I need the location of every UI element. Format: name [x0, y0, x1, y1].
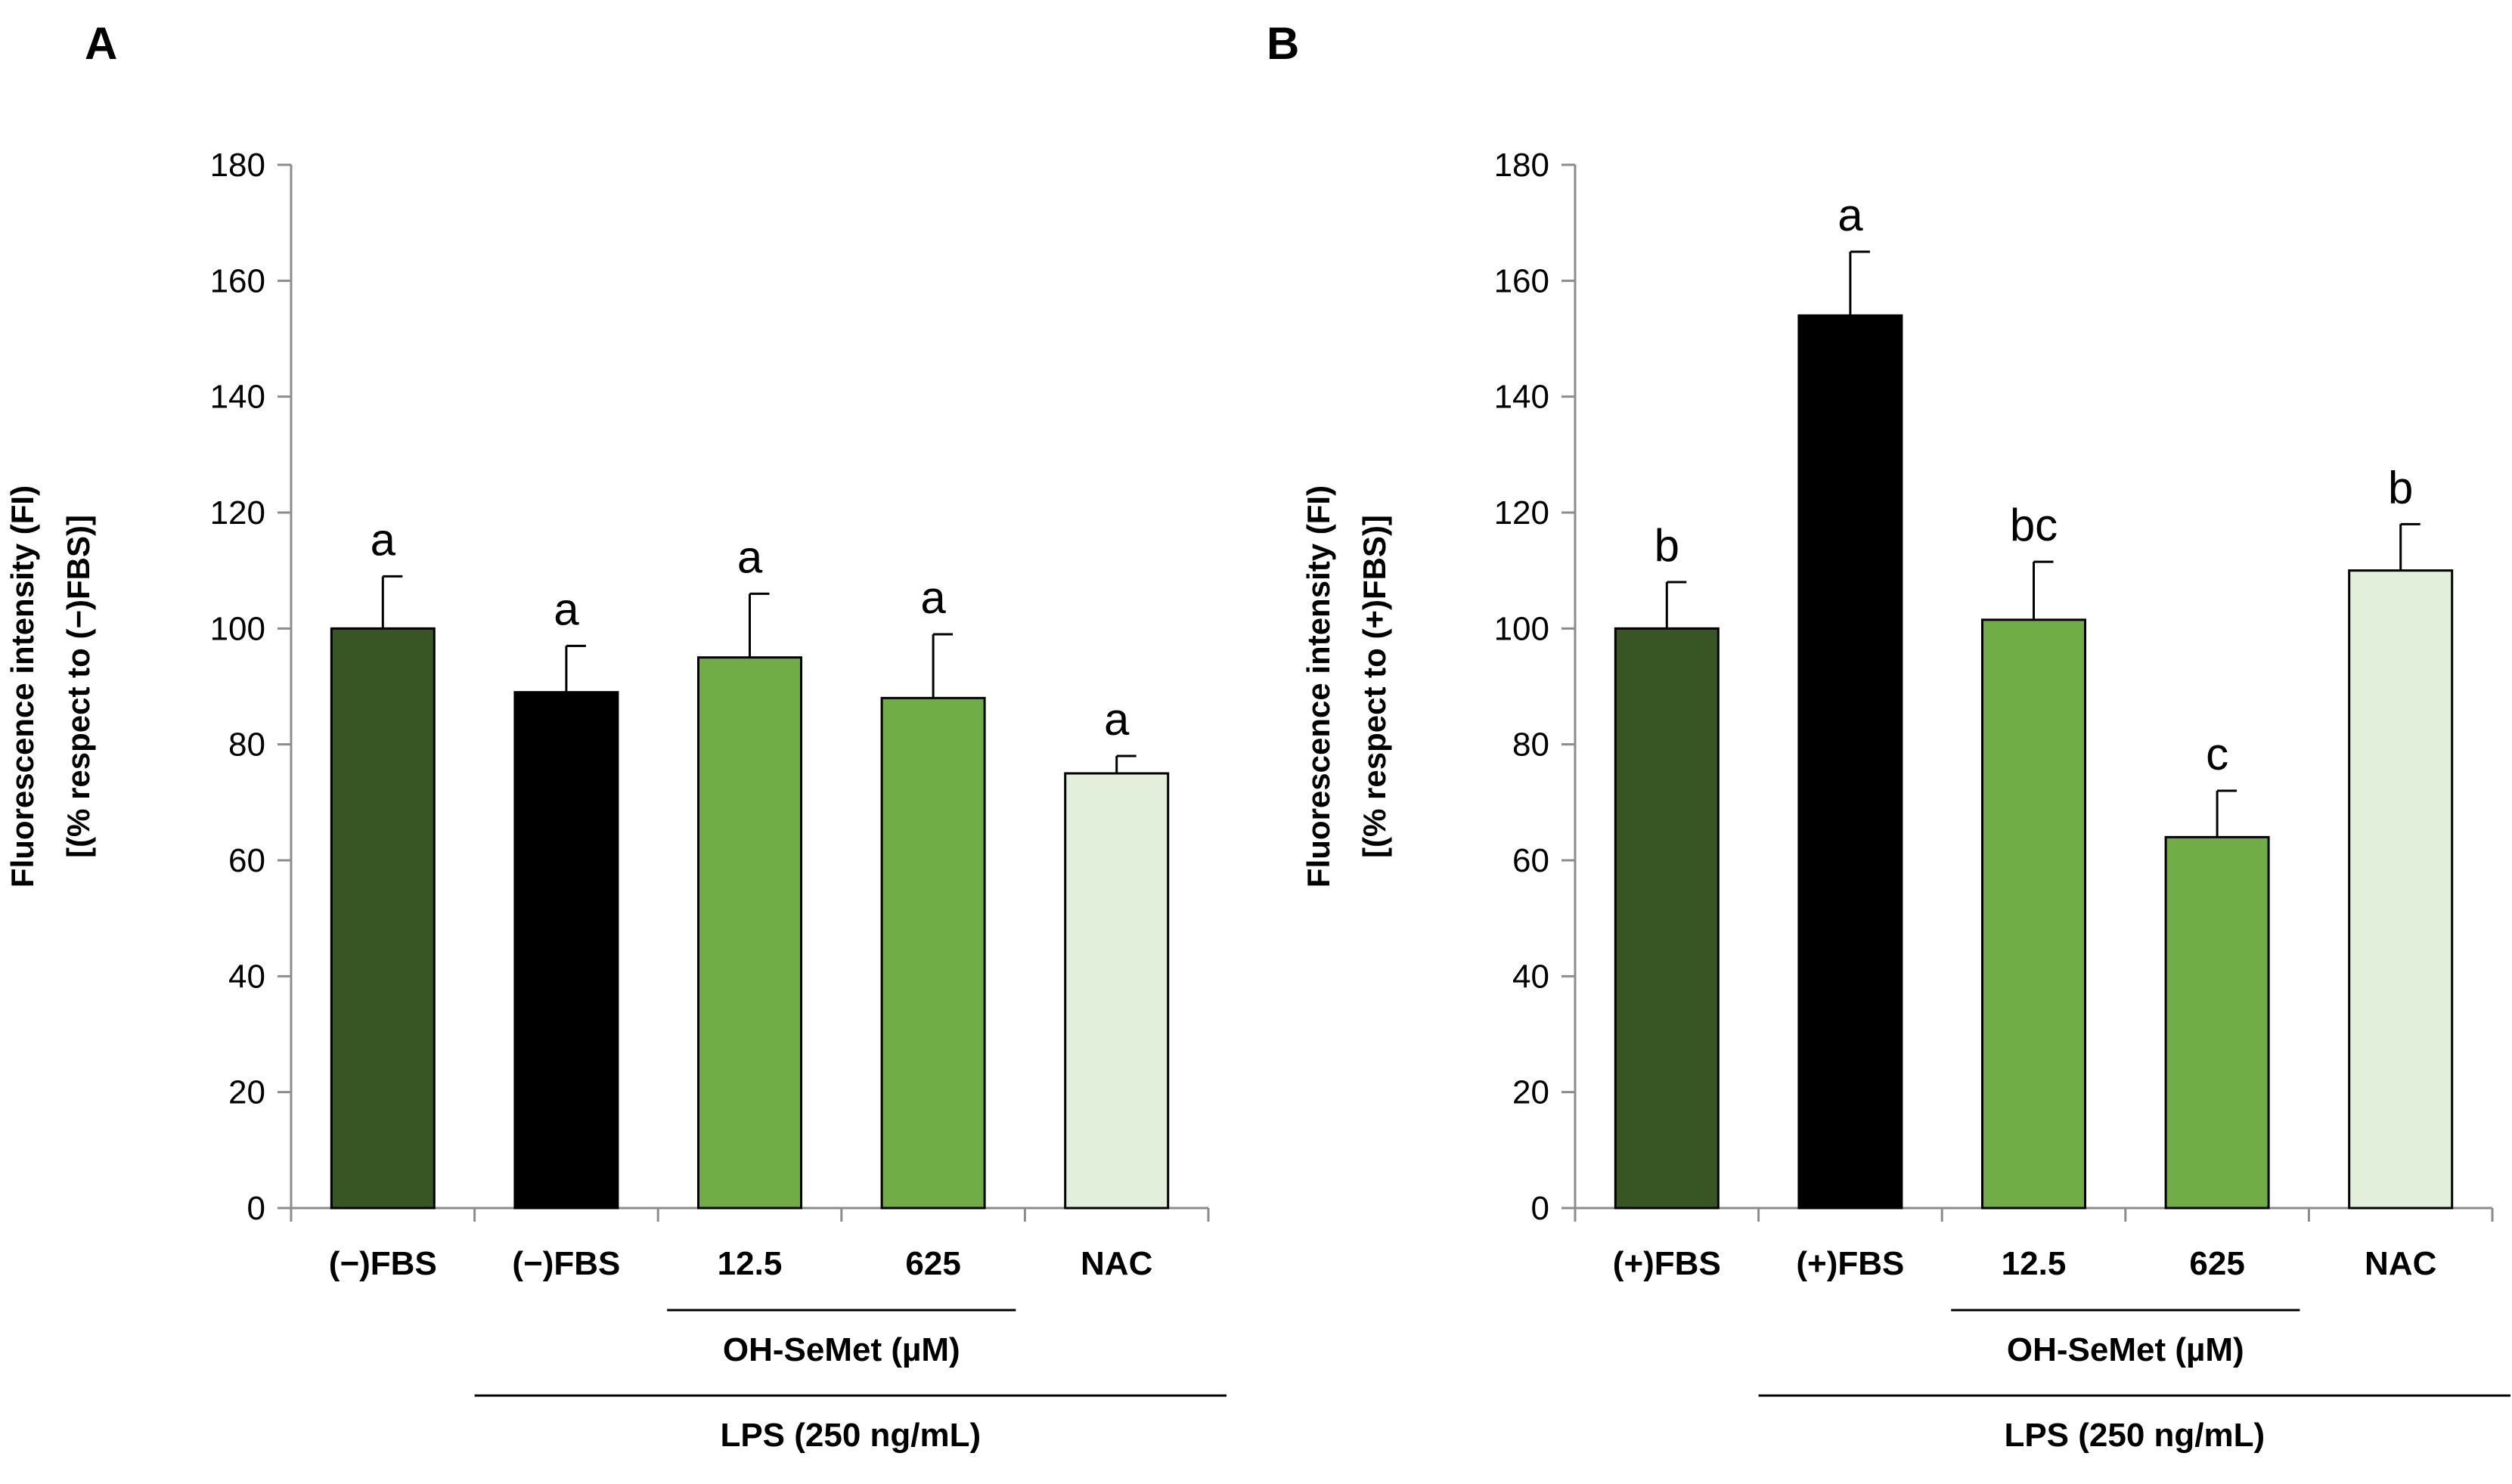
significance-label: c	[2206, 729, 2228, 779]
y-tick-label: 160	[1494, 262, 1549, 299]
significance-label: a	[1837, 190, 1863, 240]
category-label: 12.5	[2002, 1245, 2067, 1282]
category-label: 12.5	[718, 1245, 783, 1282]
significance-label: a	[920, 572, 946, 623]
significance-label: a	[737, 531, 763, 582]
y-axis-title-line2: [(% respect to (+)FBS)]	[1357, 515, 1392, 858]
bar	[1064, 772, 1170, 1210]
y-tick-label: 140	[1494, 379, 1549, 416]
y-tick-label: 100	[210, 610, 265, 647]
group-bracket-label: OH-SeMet (µM)	[723, 1331, 960, 1368]
y-axis-title-line1: Fluorescence intensity (FI)	[5, 485, 40, 888]
bar	[1797, 314, 1903, 1210]
bar	[697, 656, 802, 1210]
y-tick-label: 40	[228, 958, 265, 995]
category-label: NAC	[2365, 1245, 2436, 1282]
y-tick-label: 60	[1512, 842, 1549, 879]
bar	[880, 696, 986, 1210]
y-axis-title-line1: Fluorescence intensity (FI)	[1301, 485, 1336, 888]
significance-label: a	[554, 584, 579, 634]
y-tick-label: 140	[210, 379, 265, 416]
significance-label: a	[371, 514, 396, 565]
significance-label: bc	[2010, 500, 2058, 550]
bar	[2348, 569, 2454, 1210]
group-bracket-label: LPS (250 ng/mL)	[720, 1417, 981, 1454]
y-tick-label: 180	[210, 147, 265, 184]
panel-b: B Fluorescence intensity (FI) [(% respect …	[1267, 18, 2510, 1454]
y-tick-label: 120	[210, 494, 265, 531]
y-tick-label: 20	[1512, 1074, 1549, 1111]
significance-label: b	[1655, 520, 1679, 571]
panel-letter: A	[85, 18, 117, 69]
y-tick-label: 120	[1494, 494, 1549, 531]
bar	[1981, 618, 2086, 1210]
significance-label: b	[2388, 462, 2413, 513]
y-tick-label: 0	[247, 1190, 265, 1227]
y-tick-label: 0	[1531, 1190, 1549, 1227]
y-tick-label: 20	[228, 1074, 265, 1111]
group-bracket-label: LPS (250 ng/mL)	[2004, 1417, 2265, 1454]
bar	[1614, 627, 1720, 1210]
category-label: (−)FBS	[512, 1245, 620, 1282]
y-tick-label: 80	[228, 727, 265, 764]
y-tick-label: 40	[1512, 958, 1549, 995]
y-tick-label: 60	[228, 842, 265, 879]
y-tick-label: 100	[1494, 610, 1549, 647]
group-bracket-label: OH-SeMet (µM)	[2007, 1331, 2244, 1368]
bar	[330, 627, 436, 1210]
category-label: (−)FBS	[329, 1245, 437, 1282]
significance-label: a	[1104, 694, 1130, 745]
y-tick-label: 180	[1494, 147, 1549, 184]
y-tick-label: 160	[210, 262, 265, 299]
bar	[2164, 835, 2270, 1210]
y-tick-label: 80	[1512, 727, 1549, 764]
category-label: (+)FBS	[1796, 1245, 1904, 1282]
category-label: NAC	[1081, 1245, 1152, 1282]
category-label: 625	[905, 1245, 960, 1282]
category-label: 625	[2189, 1245, 2244, 1282]
panel-letter: B	[1267, 18, 1299, 69]
bar	[513, 691, 619, 1210]
category-label: (+)FBS	[1613, 1245, 1721, 1282]
y-axis-title-line2: [(% respect to (−)FBS)]	[60, 515, 96, 858]
panel-a: A Fluorescence intensity (FI) [(% respect …	[5, 18, 1227, 1454]
